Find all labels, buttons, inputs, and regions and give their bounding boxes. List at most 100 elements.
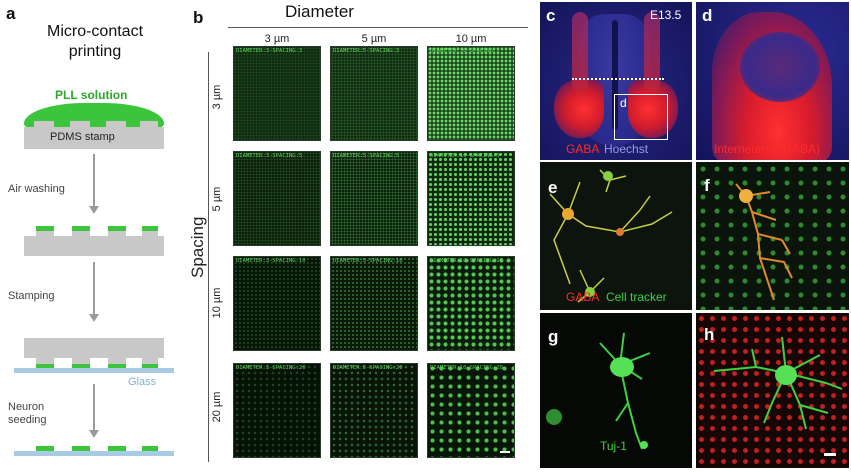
stamp-green-pad (72, 364, 90, 368)
inset-box (614, 94, 668, 140)
stamp-tooth (108, 231, 126, 237)
pll-label: PLL solution (55, 88, 128, 102)
stamp-tooth (142, 358, 158, 364)
arrow-line (93, 384, 95, 432)
pll-spot (108, 446, 126, 451)
neuron-drawing (546, 332, 651, 450)
stamp-tooth (72, 231, 90, 237)
stamp-label: PDMS stamp (50, 131, 115, 143)
stamp-tooth (142, 231, 158, 237)
panel-d-image: d Interneuron (GABA) (696, 2, 849, 160)
panel-e-letter: e (548, 178, 558, 197)
step-neuron-seeding: Neuron seeding (8, 401, 47, 427)
label-gaba-e: GABA (566, 290, 600, 304)
pattern-cell: DIAMETER:3-SPACING:20 (233, 363, 321, 458)
pattern-cell: DIAMETER:10-SPACING:10 (427, 256, 515, 351)
cell-caption: DIAMETER:5-SPACING:5 (333, 153, 400, 159)
inset-letter: d (620, 96, 627, 110)
arrow-head (89, 430, 99, 438)
glass-label: Glass (128, 376, 157, 388)
arrow-head (89, 206, 99, 214)
cell-caption: DIAMETER:5-SPACING:3 (333, 48, 400, 54)
glass-slide-final (14, 451, 174, 456)
panel-f-image: f (696, 162, 849, 310)
panel-g-letter: g (548, 327, 559, 346)
step-stamping: Stamping (8, 290, 55, 302)
stamp-green-pad (72, 226, 90, 231)
stamp-tooth (70, 121, 90, 129)
stamp-green-pad (108, 226, 126, 231)
panel-h-image: h (696, 313, 849, 468)
cell-caption: DIAMETER:10-SPACING:20 (430, 365, 503, 371)
stamp-tooth (34, 121, 54, 129)
stamp-green-pad (142, 226, 158, 231)
panel-c-letter: c (546, 6, 556, 25)
cell-caption: DIAMETER:3-SPACING:5 (236, 153, 303, 159)
glass-slide (14, 368, 174, 373)
neuron-drawing (735, 183, 793, 301)
arrow-line (93, 262, 95, 316)
col-header: 5 µm (361, 33, 387, 45)
cell-caption: DIAMETER:10-SPACING:10 (430, 258, 503, 264)
cell-caption: DIAMETER:5-SPACING:10 (333, 258, 403, 264)
arrow-head (89, 314, 99, 322)
arrow-line (93, 154, 95, 208)
gaba-dorsal-left (572, 12, 588, 92)
stamp-tooth (106, 121, 126, 129)
pattern-cell: DIAMETER:3-SPACING:5 (233, 151, 321, 246)
neuron-drawing (713, 336, 843, 430)
cell-caption: DIAMETER:3-SPACING:20 (236, 365, 306, 371)
stamp-tooth (140, 121, 158, 129)
panel-a-letter: a (6, 4, 16, 23)
pdms-stamp-washed (24, 236, 164, 256)
pattern-cell: DIAMETER:5-SPACING:5 (330, 151, 418, 246)
diameter-title: Diameter (285, 2, 354, 21)
pattern-cell: DIAMETER:3-SPACING:10 (233, 256, 321, 351)
cell-caption: DIAMETER:3-SPACING:3 (236, 48, 303, 54)
pattern-cell: DIAMETER:5-SPACING:20 (330, 363, 418, 458)
panel-f-letter: f (704, 176, 710, 195)
stamp-tooth (108, 358, 126, 364)
stamp-green-pad (36, 364, 54, 368)
pll-spot (142, 446, 158, 451)
cell-caption: DIAMETER:5-SPACING:20 (333, 365, 403, 371)
pattern-cell: DIAMETER:5-SPACING:10 (330, 256, 418, 351)
panel-b-letter: b (193, 8, 204, 27)
panel-e-image: e GABA Cell tracker (540, 162, 692, 310)
pattern-cell: DIAMETER:5-SPACING:3 (330, 46, 418, 141)
stamp-tooth (36, 358, 54, 364)
col-header: 3 µm (264, 33, 290, 45)
central-canal (612, 20, 618, 130)
pdms-stamp-inverted (24, 338, 164, 358)
panel-h-letter: h (704, 325, 715, 344)
row-header: 10 µm (211, 287, 223, 319)
pattern-cell: DIAMETER:10-SPACING:5 (427, 151, 515, 246)
scale-bar-h (824, 453, 836, 456)
interneuron-core (740, 32, 820, 102)
step-air-washing: Air washing (8, 183, 65, 195)
gaba-dorsal-right (644, 12, 660, 92)
row-header: 20 µm (211, 391, 223, 423)
pattern-cell: DIAMETER:3-SPACING:3 (233, 46, 321, 141)
neuron-drawing (549, 169, 673, 303)
row-header: 3 µm (211, 84, 223, 110)
pattern-cell: DIAMETER:10-SPACING:3 (427, 46, 515, 141)
panel-a-title: Micro-contact printing (20, 22, 170, 62)
stamp-tooth (72, 358, 90, 364)
stamp-green-pad (142, 364, 158, 368)
row-header: 5 µm (211, 186, 223, 212)
pll-spot (36, 446, 54, 451)
stamp-tooth (36, 231, 54, 237)
pll-spot (72, 446, 90, 451)
diameter-rule (228, 27, 528, 28)
step-neuron-seeding-line1: Neuron (8, 401, 45, 413)
stamp-green-pad (108, 364, 126, 368)
stage-label: E13.5 (650, 8, 682, 22)
panel-g-image: g Tuj-1 (540, 313, 692, 468)
spacing-rule (208, 52, 209, 462)
pdms-stamp (24, 127, 164, 149)
panel-a-title-line2: printing (68, 43, 122, 60)
cell-caption: DIAMETER:10-SPACING:5 (430, 153, 500, 159)
label-tuj1: Tuj-1 (600, 439, 627, 453)
panel-d-letter: d (702, 6, 713, 25)
